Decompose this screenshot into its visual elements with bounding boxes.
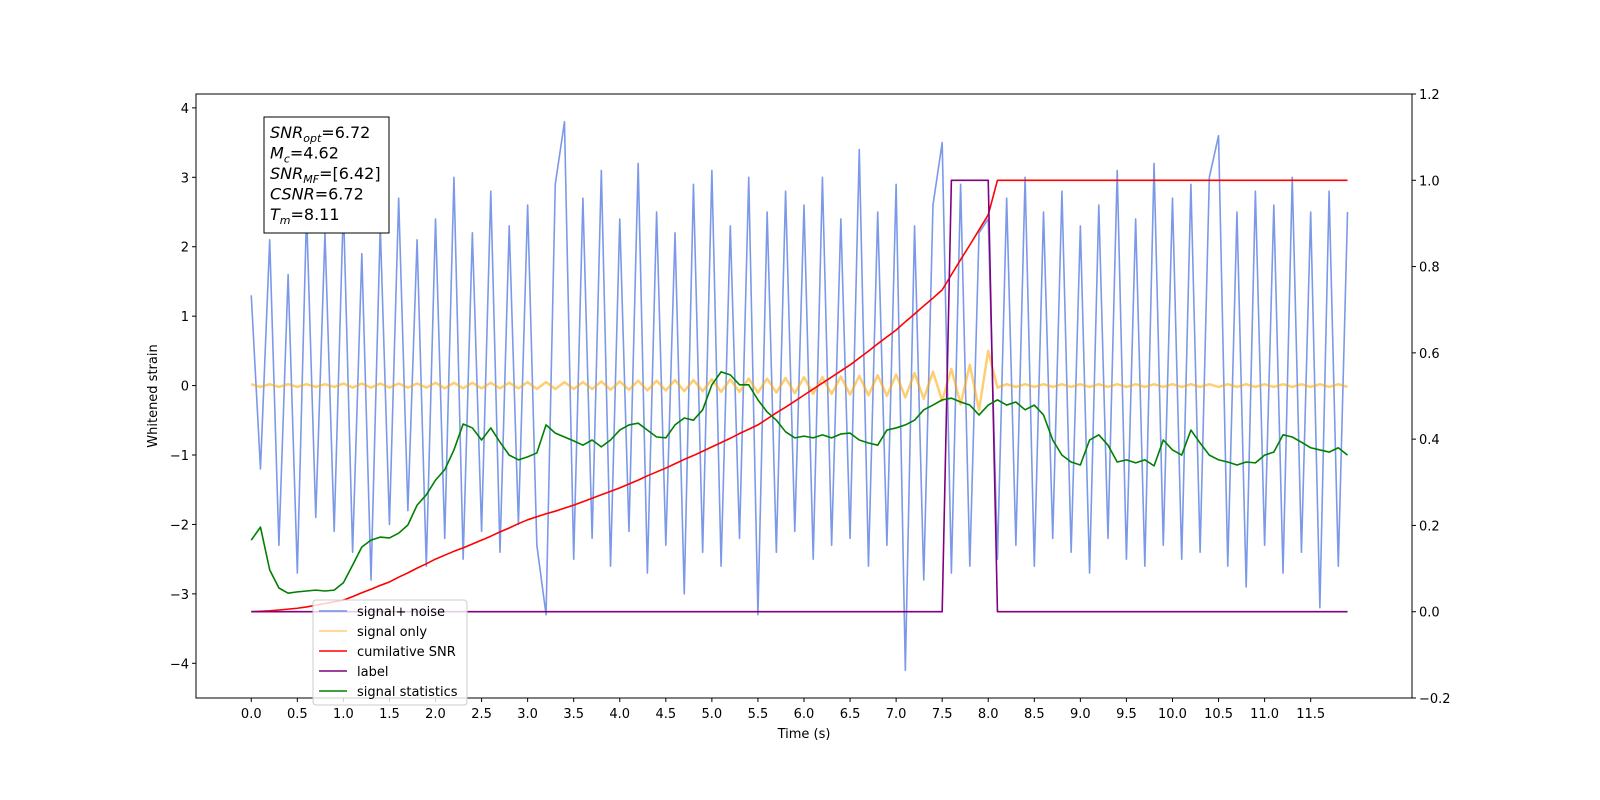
annotation-name: SNR (270, 164, 303, 183)
y2-tick-label: 0.8 (1419, 261, 1440, 276)
y2-tick-label: 0.4 (1419, 433, 1440, 448)
x-tick-label: 2.5 (471, 707, 492, 722)
y-tick-label: −4 (170, 657, 189, 672)
legend-label: signal+ noise (357, 605, 445, 620)
y-tick-label: 3 (181, 171, 189, 186)
annotation-value: =6.72 (321, 123, 370, 142)
y-tick-label: 2 (181, 241, 189, 256)
x-tick-label: 7.5 (932, 707, 953, 722)
series-line (250, 120, 1349, 672)
legend-label: signal only (357, 625, 427, 640)
x-tick-label: 9.5 (1116, 707, 1137, 722)
x-tick-label: 1.5 (379, 707, 400, 722)
legend-label: label (357, 665, 388, 680)
y-tick-label: −3 (170, 588, 189, 603)
y2-tick-label: −0.2 (1419, 692, 1451, 707)
y2-tick-label: 1.2 (1419, 88, 1440, 103)
x-tick-label: 8.0 (978, 707, 999, 722)
x-tick-label: 10.5 (1204, 707, 1233, 722)
x-tick-label: 6.0 (794, 707, 815, 722)
x-tick-label: 6.5 (840, 707, 861, 722)
x-tick-label: 9.0 (1070, 707, 1091, 722)
x-axis-label: Time (s) (777, 727, 831, 742)
legend-label: signal statistics (357, 685, 458, 700)
x-tick-label: 4.5 (655, 707, 676, 722)
y2-tick-label: 1.0 (1419, 174, 1440, 189)
x-tick-label: 2.0 (425, 707, 446, 722)
y-tick-label: 0 (181, 380, 189, 395)
annotation-box (263, 116, 390, 234)
annotation-value: =4.62 (290, 144, 339, 163)
x-tick-label: 8.5 (1024, 707, 1045, 722)
x-tick-label: 5.5 (748, 707, 769, 722)
legend-box (312, 599, 468, 706)
y-tick-label: 1 (181, 310, 189, 325)
legend-label: cumilative SNR (357, 645, 456, 660)
annotation-line: CSNR=6.72 (270, 185, 364, 204)
x-tick-label: 11.0 (1250, 707, 1279, 722)
annotation-sub: MF (303, 173, 319, 186)
annotation-sub: opt (303, 132, 322, 145)
x-tick-label: 0.5 (287, 707, 308, 722)
x-tick-label: 3.5 (563, 707, 584, 722)
x-tick-label: 5.0 (702, 707, 723, 722)
annotation-line: Tm=8.11 (270, 205, 340, 227)
annotation-sub: m (280, 214, 291, 227)
y-tick-label: 4 (181, 102, 189, 117)
series-line (250, 349, 1348, 412)
annotation-line: SNRMF=[6.42] (270, 164, 381, 186)
annotation-line: Mc=4.62 (270, 144, 339, 166)
annotation-value: =8.11 (291, 205, 340, 224)
x-tick-label: 4.0 (609, 707, 630, 722)
annotation-name: SNR (270, 123, 303, 142)
y2-tick-label: 0.2 (1419, 519, 1440, 534)
x-tick-label: 0.0 (241, 707, 262, 722)
x-tick-label: 7.0 (886, 707, 907, 722)
y2-tick-label: 0.0 (1419, 606, 1440, 621)
y2-tick-label: 0.6 (1419, 347, 1440, 362)
series-line (250, 371, 1349, 594)
annotation-name: CSNR (270, 185, 315, 204)
y-tick-label: −1 (170, 449, 189, 464)
x-tick-label: 3.0 (517, 707, 538, 722)
annotation-line: SNRopt=6.72 (270, 123, 370, 145)
annotation-name: T (270, 205, 281, 224)
y-tick-label: −2 (170, 518, 189, 533)
x-tick-label: 10.0 (1158, 707, 1187, 722)
annotation-name: M (270, 144, 284, 163)
annotation-sub: c (284, 153, 290, 166)
x-tick-label: 11.5 (1296, 707, 1325, 722)
y-axis-label: Whitened strain (146, 344, 161, 447)
annotation-value: =[6.42] (319, 164, 381, 183)
series-line (251, 179, 1348, 613)
annotation-value: =6.72 (315, 185, 364, 204)
x-tick-label: 1.0 (333, 707, 354, 722)
